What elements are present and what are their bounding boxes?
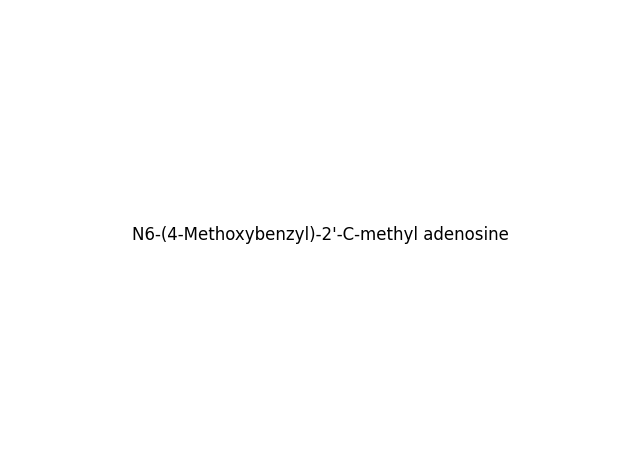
Text: N6-(4-Methoxybenzyl)-2'-C-methyl adenosine: N6-(4-Methoxybenzyl)-2'-C-methyl adenosi… xyxy=(132,226,508,244)
